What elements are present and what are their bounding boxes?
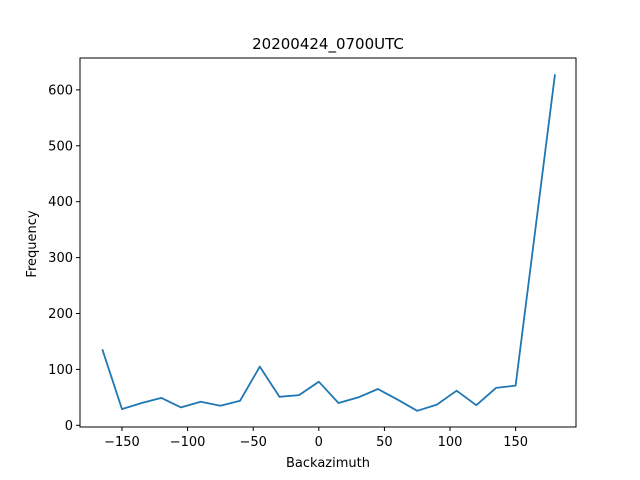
y-tick-label: 0 (65, 419, 73, 434)
y-axis-ticks: 0 100 200 300 400 500 600 (48, 83, 80, 434)
x-axis-ticks: −150 −100 −50 0 50 100 150 (104, 427, 528, 450)
y-tick-label: 500 (48, 139, 73, 154)
plot-area (79, 57, 577, 428)
x-tick-label: 50 (376, 435, 393, 450)
y-tick-label: 600 (48, 83, 73, 98)
x-tick-label: 100 (438, 435, 463, 450)
x-tick-label: 0 (315, 435, 323, 450)
x-tick-label: −150 (104, 435, 140, 450)
x-tick-label: −100 (170, 435, 206, 450)
y-tick-label: 100 (48, 363, 73, 378)
series-line-0 (101, 74, 556, 412)
y-axis-label: Frequency (25, 210, 40, 277)
y-tick-label: 400 (48, 195, 73, 210)
y-tick-label: 300 (48, 251, 73, 266)
chart-title: 20200424_0700UTC (252, 35, 404, 54)
x-axis-label: Backazimuth (286, 456, 370, 471)
x-tick-label: −50 (239, 435, 266, 450)
y-tick-label: 200 (48, 307, 73, 322)
x-tick-label: 150 (503, 435, 528, 450)
axes-frame (79, 57, 577, 428)
